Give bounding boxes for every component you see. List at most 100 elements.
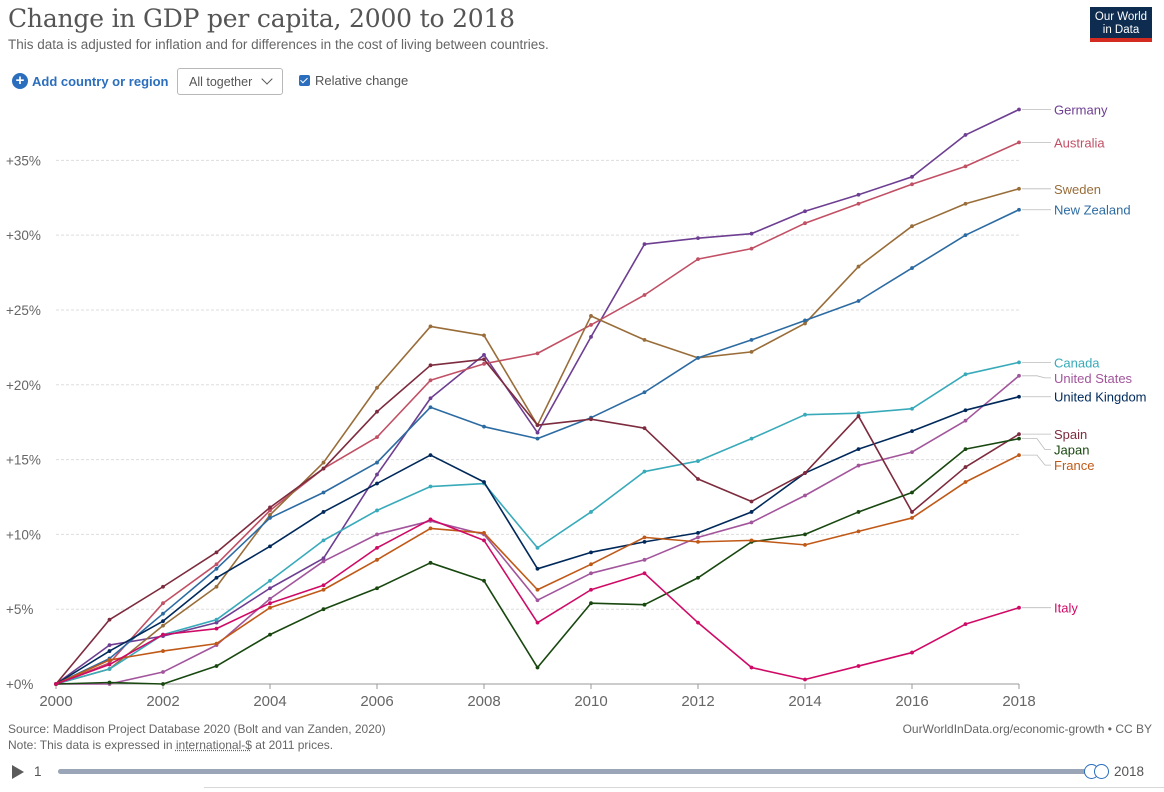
data-point — [696, 477, 700, 481]
data-point — [642, 571, 647, 576]
data-point — [535, 430, 540, 435]
logo-line-1: Our World — [1094, 11, 1148, 23]
data-point — [749, 349, 754, 354]
facet-select[interactable]: All together — [177, 68, 283, 95]
data-point — [963, 418, 968, 423]
y-tick-label: +5% — [6, 602, 33, 617]
data-point — [910, 224, 914, 229]
data-point — [535, 566, 540, 571]
data-point — [642, 557, 647, 562]
data-point — [375, 557, 379, 562]
legend-label[interactable]: Spain — [1054, 427, 1087, 442]
data-point — [375, 435, 379, 440]
series-line-united-states[interactable] — [56, 375, 1020, 685]
series-line-australia[interactable] — [55, 141, 1020, 685]
y-tick-label: +35% — [6, 153, 41, 168]
legend-label[interactable]: United States — [1054, 371, 1133, 386]
legend-label[interactable]: France — [1054, 458, 1094, 473]
data-point — [161, 632, 165, 637]
data-point — [856, 192, 861, 197]
data-point — [749, 246, 754, 251]
data-point — [321, 538, 326, 543]
data-point — [375, 508, 379, 513]
data-point — [856, 664, 861, 668]
facet-select-value: All together — [189, 75, 253, 89]
legend-label[interactable]: United Kingdom — [1054, 390, 1147, 405]
chevron-down-icon — [261, 73, 273, 85]
attribution-link[interactable]: OurWorldInData.org/economic-growth • CC … — [902, 722, 1152, 736]
data-point — [696, 535, 700, 540]
legend-label[interactable]: Canada — [1054, 355, 1100, 370]
data-point — [642, 539, 647, 544]
data-point — [214, 584, 219, 589]
data-point — [803, 542, 807, 547]
legend-label[interactable]: Italy — [1054, 601, 1078, 616]
y-tick-label: +30% — [6, 228, 41, 243]
data-point — [589, 571, 593, 576]
data-point — [535, 423, 540, 428]
data-point — [696, 620, 700, 625]
source-note: Source: Maddison Project Database 2020 (… — [8, 722, 386, 736]
legend-leader-line — [1022, 454, 1051, 466]
data-point — [749, 231, 754, 236]
data-point — [803, 321, 807, 326]
data-point — [482, 361, 486, 366]
relative-change-toggle[interactable]: Relative change — [299, 73, 408, 88]
plus-circle-icon: + — [12, 73, 28, 89]
legend-label[interactable]: Australia — [1054, 135, 1105, 150]
data-point — [428, 378, 433, 383]
data-point — [482, 480, 486, 484]
data-point — [535, 598, 540, 603]
data-point — [482, 538, 486, 543]
owid-logo[interactable]: Our World in Data — [1090, 7, 1152, 42]
data-point — [1017, 453, 1021, 457]
data-point — [696, 355, 700, 360]
data-point — [803, 532, 807, 537]
legend-label[interactable]: Germany — [1054, 102, 1108, 117]
series-line-sweden[interactable] — [55, 188, 1020, 685]
data-point — [482, 530, 486, 535]
y-tick-label: +10% — [6, 527, 41, 542]
data-point — [268, 632, 272, 637]
data-point — [1017, 186, 1021, 191]
data-point — [482, 333, 486, 338]
series-line-new-zealand[interactable] — [55, 209, 1020, 685]
add-country-button[interactable]: + Add country or region — [12, 73, 169, 89]
legend-label[interactable]: New Zealand — [1054, 203, 1131, 218]
tab-bar-edge — [204, 787, 1164, 792]
x-tick-label: 2000 — [39, 693, 72, 710]
data-point — [321, 466, 326, 471]
data-point — [161, 649, 165, 653]
data-point — [963, 372, 968, 377]
series-line-japan[interactable] — [55, 437, 1020, 685]
play-icon[interactable] — [12, 765, 24, 779]
timeline-end-handle[interactable] — [1094, 764, 1109, 779]
data-point — [375, 385, 379, 390]
data-point — [589, 550, 593, 555]
data-point — [428, 484, 433, 489]
legend-label[interactable]: Sweden — [1054, 182, 1101, 197]
data-point — [214, 562, 219, 567]
data-point — [589, 335, 593, 339]
data-point — [107, 643, 112, 648]
data-point — [963, 622, 968, 627]
data-point — [107, 617, 112, 622]
data-point — [749, 665, 754, 670]
data-point — [428, 324, 433, 329]
data-point — [910, 266, 914, 270]
series-line-spain[interactable] — [55, 358, 1020, 685]
timeline-selected-range — [58, 769, 1098, 774]
international-dollar-link[interactable]: international-$ — [175, 738, 252, 752]
data-point — [963, 480, 968, 484]
series-line-canada[interactable] — [55, 361, 1020, 685]
data-point — [535, 665, 540, 670]
data-point — [856, 201, 861, 206]
data-point — [803, 209, 807, 214]
data-point — [428, 405, 433, 410]
data-point — [642, 390, 647, 395]
data-point — [1017, 436, 1021, 441]
data-point — [321, 559, 326, 564]
data-point — [642, 337, 647, 342]
relative-change-checkbox[interactable] — [299, 75, 310, 86]
legend-label[interactable]: Japan — [1054, 443, 1089, 458]
